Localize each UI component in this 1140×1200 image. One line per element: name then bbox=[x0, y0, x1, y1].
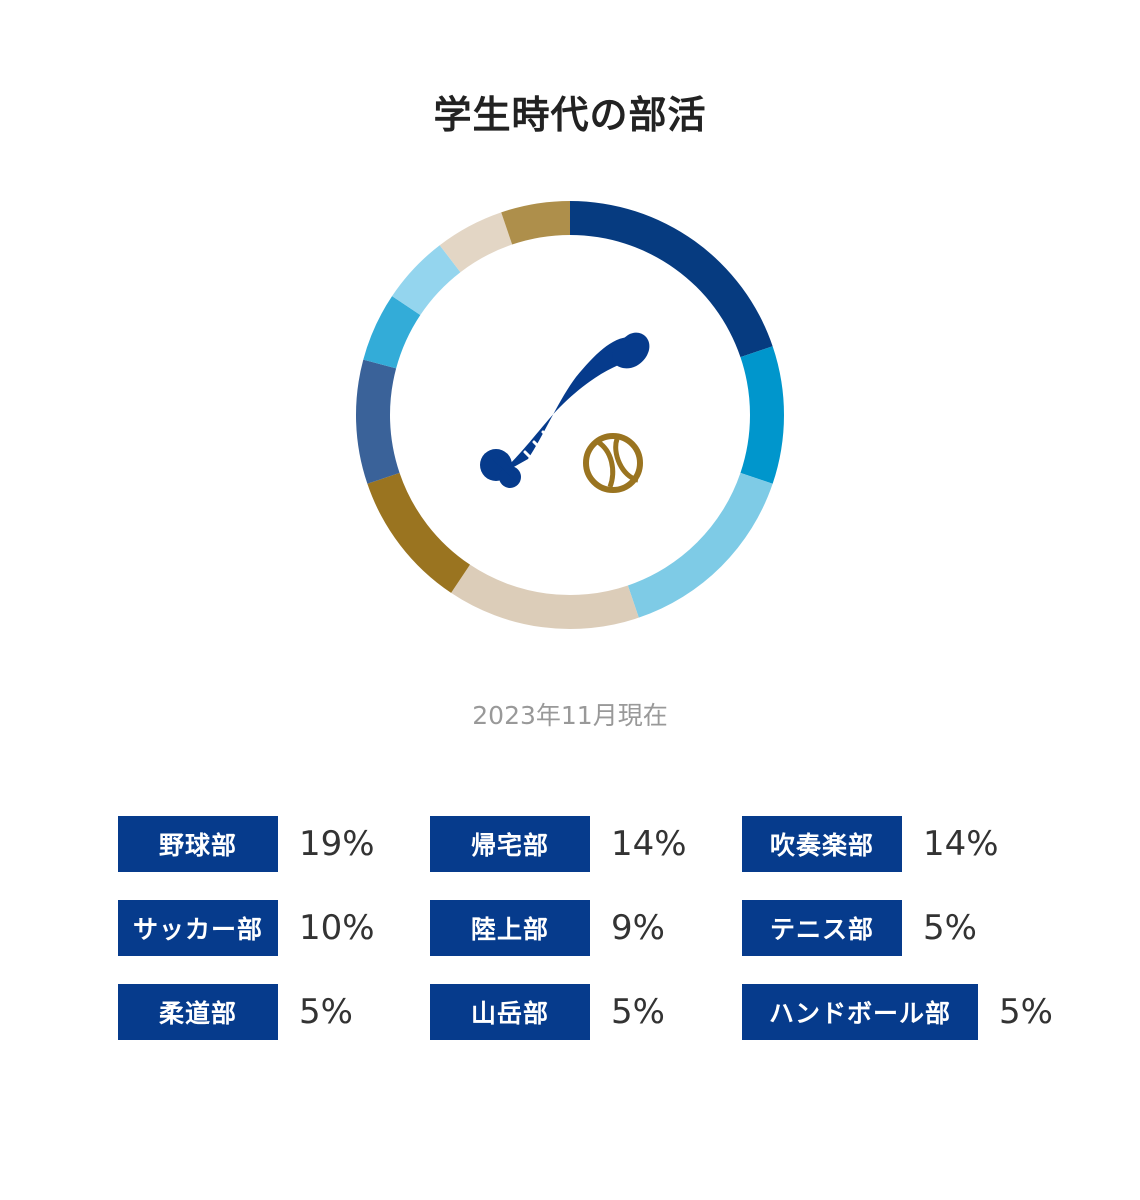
legend-percentage: 14% bbox=[611, 824, 687, 864]
donut-slice-8 bbox=[392, 245, 461, 315]
legend-item: サッカー部 10% bbox=[118, 900, 375, 956]
legend-item: 山岳部 5% bbox=[430, 984, 665, 1040]
legend-item: 帰宅部 14% bbox=[430, 816, 687, 872]
legend-percentage: 10% bbox=[299, 908, 375, 948]
legend-percentage: 5% bbox=[611, 992, 665, 1032]
legend-percentage: 5% bbox=[299, 992, 353, 1032]
donut-slice-10 bbox=[501, 201, 570, 245]
donut-slice-7 bbox=[363, 296, 421, 369]
legend-label: 帰宅部 bbox=[430, 816, 590, 872]
donut-slice-6 bbox=[356, 359, 400, 484]
legend-item: テニス部 5% bbox=[742, 900, 977, 956]
legend-label: 陸上部 bbox=[430, 900, 590, 956]
chart-title: 学生時代の部活 bbox=[433, 93, 707, 137]
donut-slice-4 bbox=[451, 564, 639, 629]
legend-item: 陸上部 9% bbox=[430, 900, 665, 956]
legend-label: 柔道部 bbox=[118, 984, 278, 1040]
donut-slice-3 bbox=[627, 472, 773, 618]
legend-item: 柔道部 5% bbox=[118, 984, 353, 1040]
legend-percentage: 9% bbox=[611, 908, 665, 948]
center-illustration bbox=[480, 332, 650, 493]
legend-percentage: 19% bbox=[299, 824, 375, 864]
donut-slice-2 bbox=[740, 346, 784, 484]
legend-label: 吹奏楽部 bbox=[742, 816, 902, 872]
legend-item: 吹奏楽部 14% bbox=[742, 816, 999, 872]
legend-percentage: 5% bbox=[923, 908, 977, 948]
legend-label: サッカー部 bbox=[118, 900, 278, 956]
legend-item: ハンドボール部 5% bbox=[742, 984, 1053, 1040]
donut-slice-1 bbox=[570, 201, 773, 358]
donut-chart bbox=[356, 201, 784, 629]
as-of-date: 2023年11月現在 bbox=[472, 701, 668, 730]
donut-slice-5 bbox=[367, 472, 470, 593]
baseball-icon bbox=[583, 433, 643, 493]
legend-label: ハンドボール部 bbox=[742, 984, 978, 1040]
donut-segments bbox=[356, 201, 784, 629]
legend-label: 野球部 bbox=[118, 816, 278, 872]
legend-label: 山岳部 bbox=[430, 984, 590, 1040]
legend-percentage: 5% bbox=[999, 992, 1053, 1032]
donut-slice-9 bbox=[439, 212, 513, 273]
baseball-bat-icon bbox=[480, 332, 650, 488]
legend-item: 野球部 19% bbox=[118, 816, 375, 872]
legend-label: テニス部 bbox=[742, 900, 902, 956]
legend-percentage: 14% bbox=[923, 824, 999, 864]
